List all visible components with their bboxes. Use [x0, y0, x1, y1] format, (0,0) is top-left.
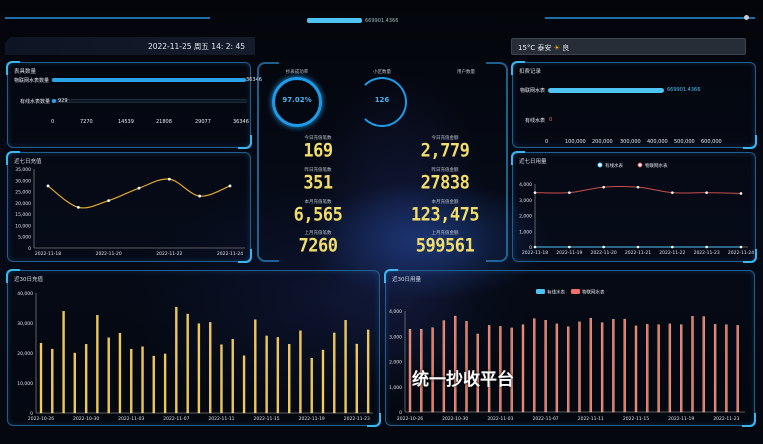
iot-meter-value: 36346	[246, 77, 262, 83]
axis-tick: 14539	[118, 119, 134, 125]
weather-city: 泰安	[537, 44, 552, 52]
community-value: 126	[374, 96, 390, 104]
gauge-label-success-rate: 抄表成功率	[285, 70, 309, 75]
axis-tick: 7270	[80, 119, 93, 125]
stat-value: 351	[303, 172, 333, 194]
gauge-label-users: 用户数量	[457, 70, 475, 75]
weekly-recharge-panel: 近七日充值	[6, 151, 252, 263]
deduction-panel: 扣费记录 物联网水表 669901.4366 有线水表 0 0 100,000 …	[511, 61, 757, 149]
panel-title: 近七日用量	[519, 159, 547, 165]
axis-tick: 300,000	[620, 139, 641, 145]
header-line-left	[5, 17, 210, 19]
stat-label: 本月充值笔数	[304, 200, 332, 205]
wired-meter-bar	[51, 99, 247, 103]
weather-box: 15°C 泰安 ☀ 良	[511, 38, 746, 55]
center-frame-left	[257, 62, 279, 262]
wired-meter-label: 有线水表数量	[20, 99, 51, 105]
weather-quality: 良	[562, 44, 570, 52]
header-line-right	[545, 17, 755, 19]
settings-icon[interactable]	[744, 15, 749, 20]
iot-deduction-label: 物联网水表	[520, 88, 546, 94]
weather-temp: 15°C	[518, 44, 536, 52]
header-total-bar	[307, 18, 362, 23]
stat-label: 上月充值金额	[431, 231, 459, 236]
stat-label: 昨日充值笔数	[304, 168, 332, 173]
wired-deduction-label: 有线水表	[525, 118, 546, 124]
axis-tick: 400,000	[647, 139, 668, 145]
platform-title-overlay: 统一抄收平台	[412, 370, 514, 390]
community-gauge	[357, 77, 407, 127]
panel-title: 近30日充值	[14, 277, 43, 283]
axis-tick: 0	[545, 139, 549, 145]
stat-value: 169	[303, 140, 333, 162]
stat-value: 6,565	[293, 204, 343, 226]
sun-icon: ☀	[553, 44, 561, 52]
iot-meter-bar	[51, 78, 247, 82]
weekly-usage-panel: 近七日用量	[511, 151, 757, 263]
axis-tick: 21808	[156, 119, 172, 125]
iot-meter-label: 物联网水表数量	[14, 78, 50, 84]
stat-value: 7260	[298, 235, 338, 257]
stat-value: 27838	[420, 172, 470, 194]
stat-label: 昨日充值金额	[431, 168, 459, 173]
stat-label: 上月充值笔数	[304, 231, 332, 236]
axis-tick: 0	[51, 119, 55, 125]
monthly-recharge-panel: 近30日充值	[6, 269, 381, 427]
datetime-bar: 2022-11-25 周五 14: 2: 45	[5, 37, 255, 55]
header-total-value: 669901.4366	[365, 18, 399, 24]
gauge-label-community: 小区数量	[373, 70, 391, 75]
stat-label: 今日充值笔数	[304, 136, 332, 141]
panel-title: 近30日用量	[392, 277, 421, 283]
iot-deduction-bar	[548, 88, 664, 93]
stat-label: 本月充值金额	[431, 200, 459, 205]
datetime: 2022-11-25 周五 14: 2: 45	[147, 42, 245, 51]
axis-tick: 600,000	[701, 139, 722, 145]
iot-deduction-value: 669901.4366	[667, 87, 701, 93]
wired-deduction-value: 0	[549, 117, 553, 123]
axis-tick: 29077	[195, 119, 211, 125]
panel-title: 扣费记录	[519, 69, 542, 75]
center-frame-right	[486, 62, 508, 262]
axis-tick: 36346	[233, 119, 249, 125]
panel-title: 表具数量	[14, 69, 37, 75]
stat-value: 123,475	[410, 204, 480, 226]
stat-value: 599561	[415, 235, 475, 257]
axis-tick: 500,000	[674, 139, 695, 145]
wired-meter-value: 929	[58, 98, 68, 104]
panel-title: 近七日充值	[14, 159, 42, 165]
success-rate-gauge	[272, 77, 322, 127]
meter-count-panel: 表具数量 物联网水表数量 36346 有线水表数量 929 0 7270 145…	[6, 61, 262, 149]
stat-value: 2,779	[420, 140, 470, 162]
axis-tick: 200,000	[592, 139, 613, 145]
stat-label: 今日充值金额	[431, 136, 459, 141]
axis-tick: 100,000	[565, 139, 586, 145]
monthly-usage-panel: 近30日用量	[384, 269, 756, 427]
success-rate-value: 97.02%	[282, 96, 312, 104]
